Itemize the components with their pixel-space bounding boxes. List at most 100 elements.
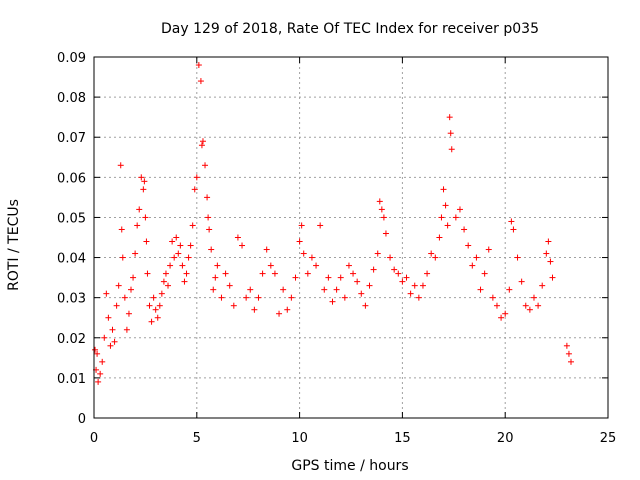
data-point (549, 274, 556, 281)
data-point (136, 206, 143, 213)
data-point (461, 226, 468, 233)
data-point (222, 270, 229, 277)
plot-frame (93, 56, 609, 419)
data-point (366, 282, 373, 289)
y-tick-label: 0.02 (57, 332, 86, 347)
data-point (465, 242, 472, 249)
data-point (218, 294, 225, 301)
data-point (539, 282, 546, 289)
data-point (109, 326, 116, 333)
data-point (358, 290, 365, 297)
y-axis-label: ROTI / TECUs (6, 199, 22, 291)
data-point (212, 274, 219, 281)
data-point (156, 302, 163, 309)
data-point (432, 254, 439, 261)
data-point (202, 162, 209, 169)
data-point (428, 250, 435, 257)
data-point (141, 178, 148, 185)
data-point (195, 62, 202, 69)
data-point (255, 294, 262, 301)
data-point (382, 230, 389, 237)
data-point (142, 214, 149, 221)
data-point (185, 254, 192, 261)
data-point (230, 302, 237, 309)
data-point (234, 234, 241, 241)
data-point (567, 358, 574, 365)
data-point (442, 202, 449, 209)
y-tick-label: 0.05 (57, 211, 86, 226)
data-point (333, 286, 340, 293)
data-point (308, 254, 315, 261)
data-point (128, 286, 135, 293)
data-point (175, 250, 182, 257)
data-point (187, 242, 194, 249)
data-point (113, 302, 120, 309)
data-point (325, 274, 332, 281)
data-point (107, 342, 114, 349)
data-point (444, 222, 451, 229)
data-point (354, 278, 361, 285)
data-point (337, 274, 344, 281)
y-tick-label: 0.06 (57, 171, 86, 186)
data-point (144, 270, 151, 277)
data-point (547, 258, 554, 265)
data-point (165, 282, 172, 289)
data-point (150, 294, 157, 301)
y-tick-label: 0.01 (57, 372, 86, 387)
data-point (162, 270, 169, 277)
data-point (374, 250, 381, 257)
data-point (446, 114, 453, 121)
data-point (158, 290, 165, 297)
data-point (189, 222, 196, 229)
axes: 0 0.01 0.02 0.03 0.04 0.05 0.06 0.07 0.08 0.09 0 5 1… (57, 51, 616, 446)
data-point (267, 262, 274, 269)
data-point (173, 234, 180, 241)
data-point (251, 306, 258, 313)
data-point (276, 310, 283, 317)
x-tick-label: 25 (600, 431, 617, 446)
data-point (210, 286, 217, 293)
data-point (387, 254, 394, 261)
data-point (378, 206, 385, 213)
data-point (370, 266, 377, 273)
data-point (514, 254, 521, 261)
data-point (329, 298, 336, 305)
data-point (543, 250, 550, 257)
x-tick-label: 0 (90, 431, 98, 446)
data-point (411, 282, 418, 289)
data-point (477, 286, 484, 293)
data-point (239, 242, 246, 249)
data-point (111, 338, 118, 345)
data-point (424, 270, 431, 277)
y-tick-label: 0.08 (57, 91, 86, 106)
grid-lines (94, 57, 608, 418)
data-point (481, 270, 488, 277)
data-point (447, 130, 454, 137)
data-point (263, 246, 270, 253)
data-point (134, 222, 141, 229)
data-point (243, 294, 250, 301)
data-point (438, 214, 445, 221)
y-tick-label: 0.04 (57, 252, 86, 267)
y-tick-label: 0.07 (57, 131, 86, 146)
data-point (545, 238, 552, 245)
data-point (99, 358, 106, 365)
data-point (485, 246, 492, 253)
data-point (296, 238, 303, 245)
data-point (407, 290, 414, 297)
data-point (179, 262, 186, 269)
data-point (292, 274, 299, 281)
data-point (321, 286, 328, 293)
data-point (226, 282, 233, 289)
data-point (94, 350, 101, 357)
data-point (118, 226, 125, 233)
data-point (193, 174, 200, 181)
data-point (125, 310, 132, 317)
data-point (489, 294, 496, 301)
data-point (341, 294, 348, 301)
data-point (117, 162, 124, 169)
data-point (271, 270, 278, 277)
data-points (92, 62, 574, 385)
data-point (97, 370, 104, 377)
x-axis-label: GPS time / hours (291, 458, 408, 474)
